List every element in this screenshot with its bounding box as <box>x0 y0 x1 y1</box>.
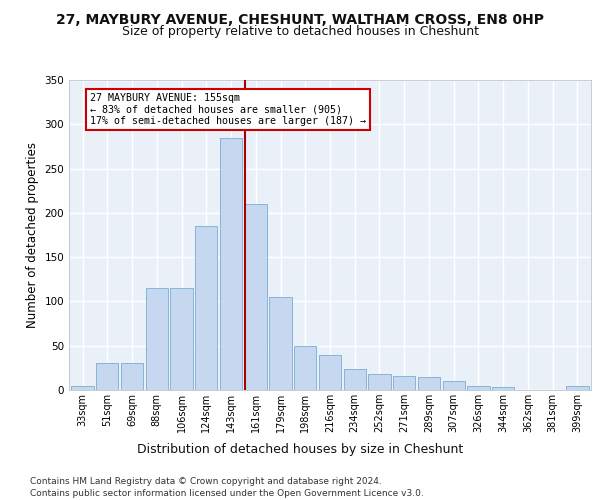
Text: 27 MAYBURY AVENUE: 155sqm
← 83% of detached houses are smaller (905)
17% of semi: 27 MAYBURY AVENUE: 155sqm ← 83% of detac… <box>90 94 366 126</box>
Bar <box>344 368 366 390</box>
Bar <box>319 354 341 390</box>
Bar <box>269 297 292 390</box>
Bar <box>245 204 267 390</box>
Bar <box>418 376 440 390</box>
Bar <box>294 346 316 390</box>
Bar <box>71 386 94 390</box>
Text: Size of property relative to detached houses in Cheshunt: Size of property relative to detached ho… <box>121 25 479 38</box>
Bar <box>195 226 217 390</box>
Text: 27, MAYBURY AVENUE, CHESHUNT, WALTHAM CROSS, EN8 0HP: 27, MAYBURY AVENUE, CHESHUNT, WALTHAM CR… <box>56 12 544 26</box>
Bar <box>121 364 143 390</box>
Bar <box>170 288 193 390</box>
Bar <box>492 388 514 390</box>
Y-axis label: Number of detached properties: Number of detached properties <box>26 142 39 328</box>
Bar <box>146 288 168 390</box>
Text: Contains HM Land Registry data © Crown copyright and database right 2024.: Contains HM Land Registry data © Crown c… <box>30 478 382 486</box>
Bar <box>443 381 465 390</box>
Text: Contains public sector information licensed under the Open Government Licence v3: Contains public sector information licen… <box>30 489 424 498</box>
Bar <box>467 386 490 390</box>
Text: Distribution of detached houses by size in Cheshunt: Distribution of detached houses by size … <box>137 442 463 456</box>
Bar <box>393 376 415 390</box>
Bar <box>220 138 242 390</box>
Bar <box>96 364 118 390</box>
Bar <box>566 386 589 390</box>
Bar <box>368 374 391 390</box>
